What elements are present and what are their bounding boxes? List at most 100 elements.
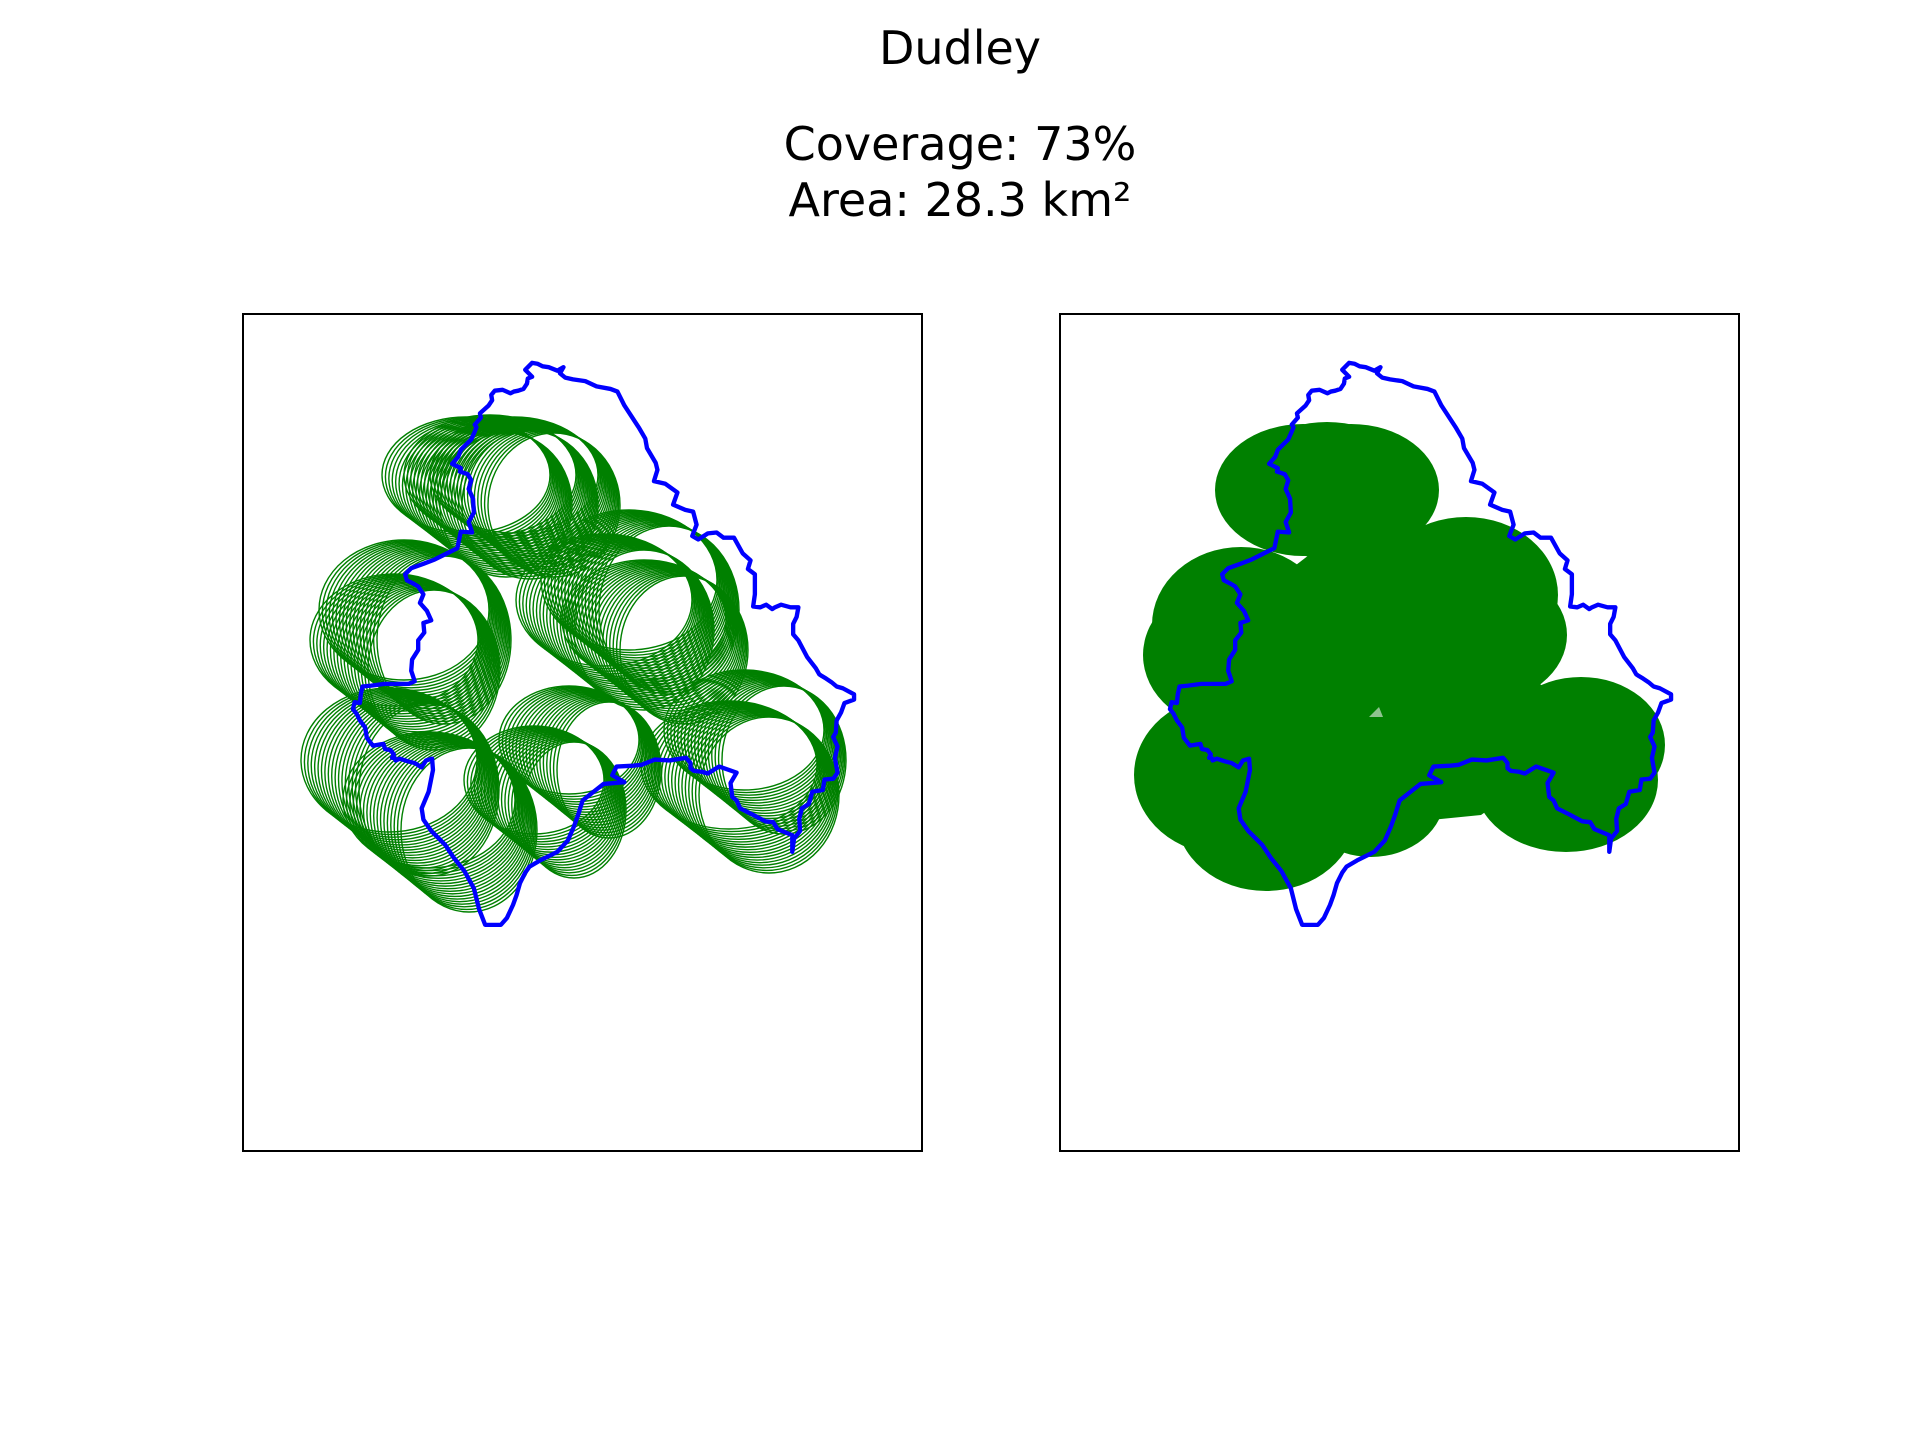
coverage-circle — [349, 733, 519, 874]
coverage-circle — [391, 419, 555, 542]
coverage-circle — [352, 548, 503, 707]
coverage-circle — [543, 510, 719, 654]
coverage-circle — [522, 691, 649, 813]
coverage-circle — [316, 575, 482, 712]
coverage-circle — [393, 745, 536, 908]
coverage-circle — [508, 688, 644, 803]
coverage-circle — [532, 694, 653, 821]
coverage-circle — [337, 697, 492, 862]
map-panel-filled — [1059, 313, 1740, 1152]
coverage-circle — [331, 695, 490, 856]
coverage-circle — [384, 417, 552, 537]
map-panel-outline — [242, 313, 923, 1152]
coverage-circle — [1215, 424, 1391, 556]
coverage-union — [1211, 515, 1581, 835]
coverage-circle — [670, 671, 828, 796]
coverage-circle — [494, 733, 617, 858]
coverage-circle — [466, 426, 613, 563]
coverage-circle — [684, 712, 835, 864]
coverage-circle — [363, 588, 500, 749]
coverage-circle — [680, 674, 832, 804]
borough-boundary — [350, 360, 857, 928]
coverage-circle — [355, 735, 521, 880]
coverage-circle — [463, 425, 612, 560]
coverage-circle — [552, 700, 661, 837]
coverage-circle — [673, 672, 829, 799]
coverage-circle — [310, 690, 482, 841]
coverage-circle — [369, 738, 527, 890]
coverage-circle — [676, 673, 830, 802]
coverage-circle — [400, 747, 538, 913]
coverage-circle — [362, 736, 524, 885]
coverage-circle — [422, 427, 567, 565]
coverage-circle — [547, 511, 721, 656]
coverage-circle — [573, 549, 715, 711]
coverage-circle — [383, 742, 532, 900]
coverage-circle — [612, 573, 747, 720]
coverage-circle — [373, 739, 528, 892]
coverage-circle — [568, 561, 730, 686]
map-title: Dudley — [878, 21, 1042, 75]
coverage-circle — [687, 675, 834, 809]
coverage-circle — [574, 563, 732, 692]
coverage-circle — [569, 548, 714, 709]
coverage-circle — [498, 685, 640, 795]
coverage-circle — [425, 428, 568, 568]
coverage-circle — [663, 669, 825, 791]
coverage-gap — [1369, 707, 1383, 717]
coverage-circle — [328, 542, 494, 689]
coverage-circle — [319, 576, 483, 715]
coverage-circle — [412, 424, 563, 557]
coverage-circle — [561, 559, 727, 681]
coverage-circle — [595, 568, 740, 707]
coverage-circle — [386, 743, 533, 903]
coverage-circle — [501, 686, 641, 798]
area-label: Area: 28.3 km² — [788, 173, 1132, 227]
coverage-circle — [578, 564, 734, 694]
coverage-circle — [550, 512, 722, 659]
coverage-circle — [418, 426, 565, 563]
coverage-circle — [564, 560, 728, 684]
coverage-label: Coverage: 73% — [783, 117, 1137, 171]
coverage-circle — [446, 421, 606, 547]
coverage-circle — [529, 693, 652, 818]
coverage-circle — [688, 713, 836, 866]
coverage-circle — [379, 741, 530, 898]
coverage-circle — [415, 425, 564, 560]
coverage-circle — [317, 692, 485, 846]
coverage-circle — [376, 740, 529, 895]
coverage-circle — [683, 674, 833, 807]
coverage-circle — [556, 701, 662, 839]
coverage-circle — [666, 670, 826, 794]
coverage-circles-outlined — [300, 414, 847, 913]
coverage-circle — [480, 730, 612, 848]
coverage-circle — [432, 430, 571, 573]
coverage-circle — [322, 577, 484, 718]
coverage-circle — [324, 693, 487, 851]
coverage-circle — [571, 562, 731, 689]
coverage-circle — [483, 730, 613, 851]
coverage-circle — [657, 705, 825, 843]
coverage-circle — [388, 418, 554, 539]
coverage-circle — [592, 567, 739, 704]
coverage-circle — [345, 732, 517, 872]
coverage-circle — [660, 705, 826, 846]
coverage-circle — [366, 737, 525, 887]
coverage-circle — [405, 422, 560, 552]
coverage-circle — [401, 421, 559, 550]
coverage-circle — [463, 725, 605, 835]
coverage-map-filled — [1134, 360, 1674, 928]
coverage-circle — [598, 569, 741, 710]
coverage-circle — [435, 431, 572, 576]
coverage-circle — [507, 737, 622, 869]
coverage-circle — [408, 423, 562, 555]
coverage-circle — [581, 564, 735, 697]
coverage-circle — [615, 574, 748, 723]
coverage-circle — [546, 698, 658, 831]
coverage-circle — [429, 429, 569, 570]
coverage-circle — [439, 432, 573, 578]
borough-boundary — [1167, 360, 1674, 928]
coverage-circle — [517, 740, 626, 877]
coverage-circle — [390, 744, 534, 905]
coverage-circle — [505, 687, 643, 800]
